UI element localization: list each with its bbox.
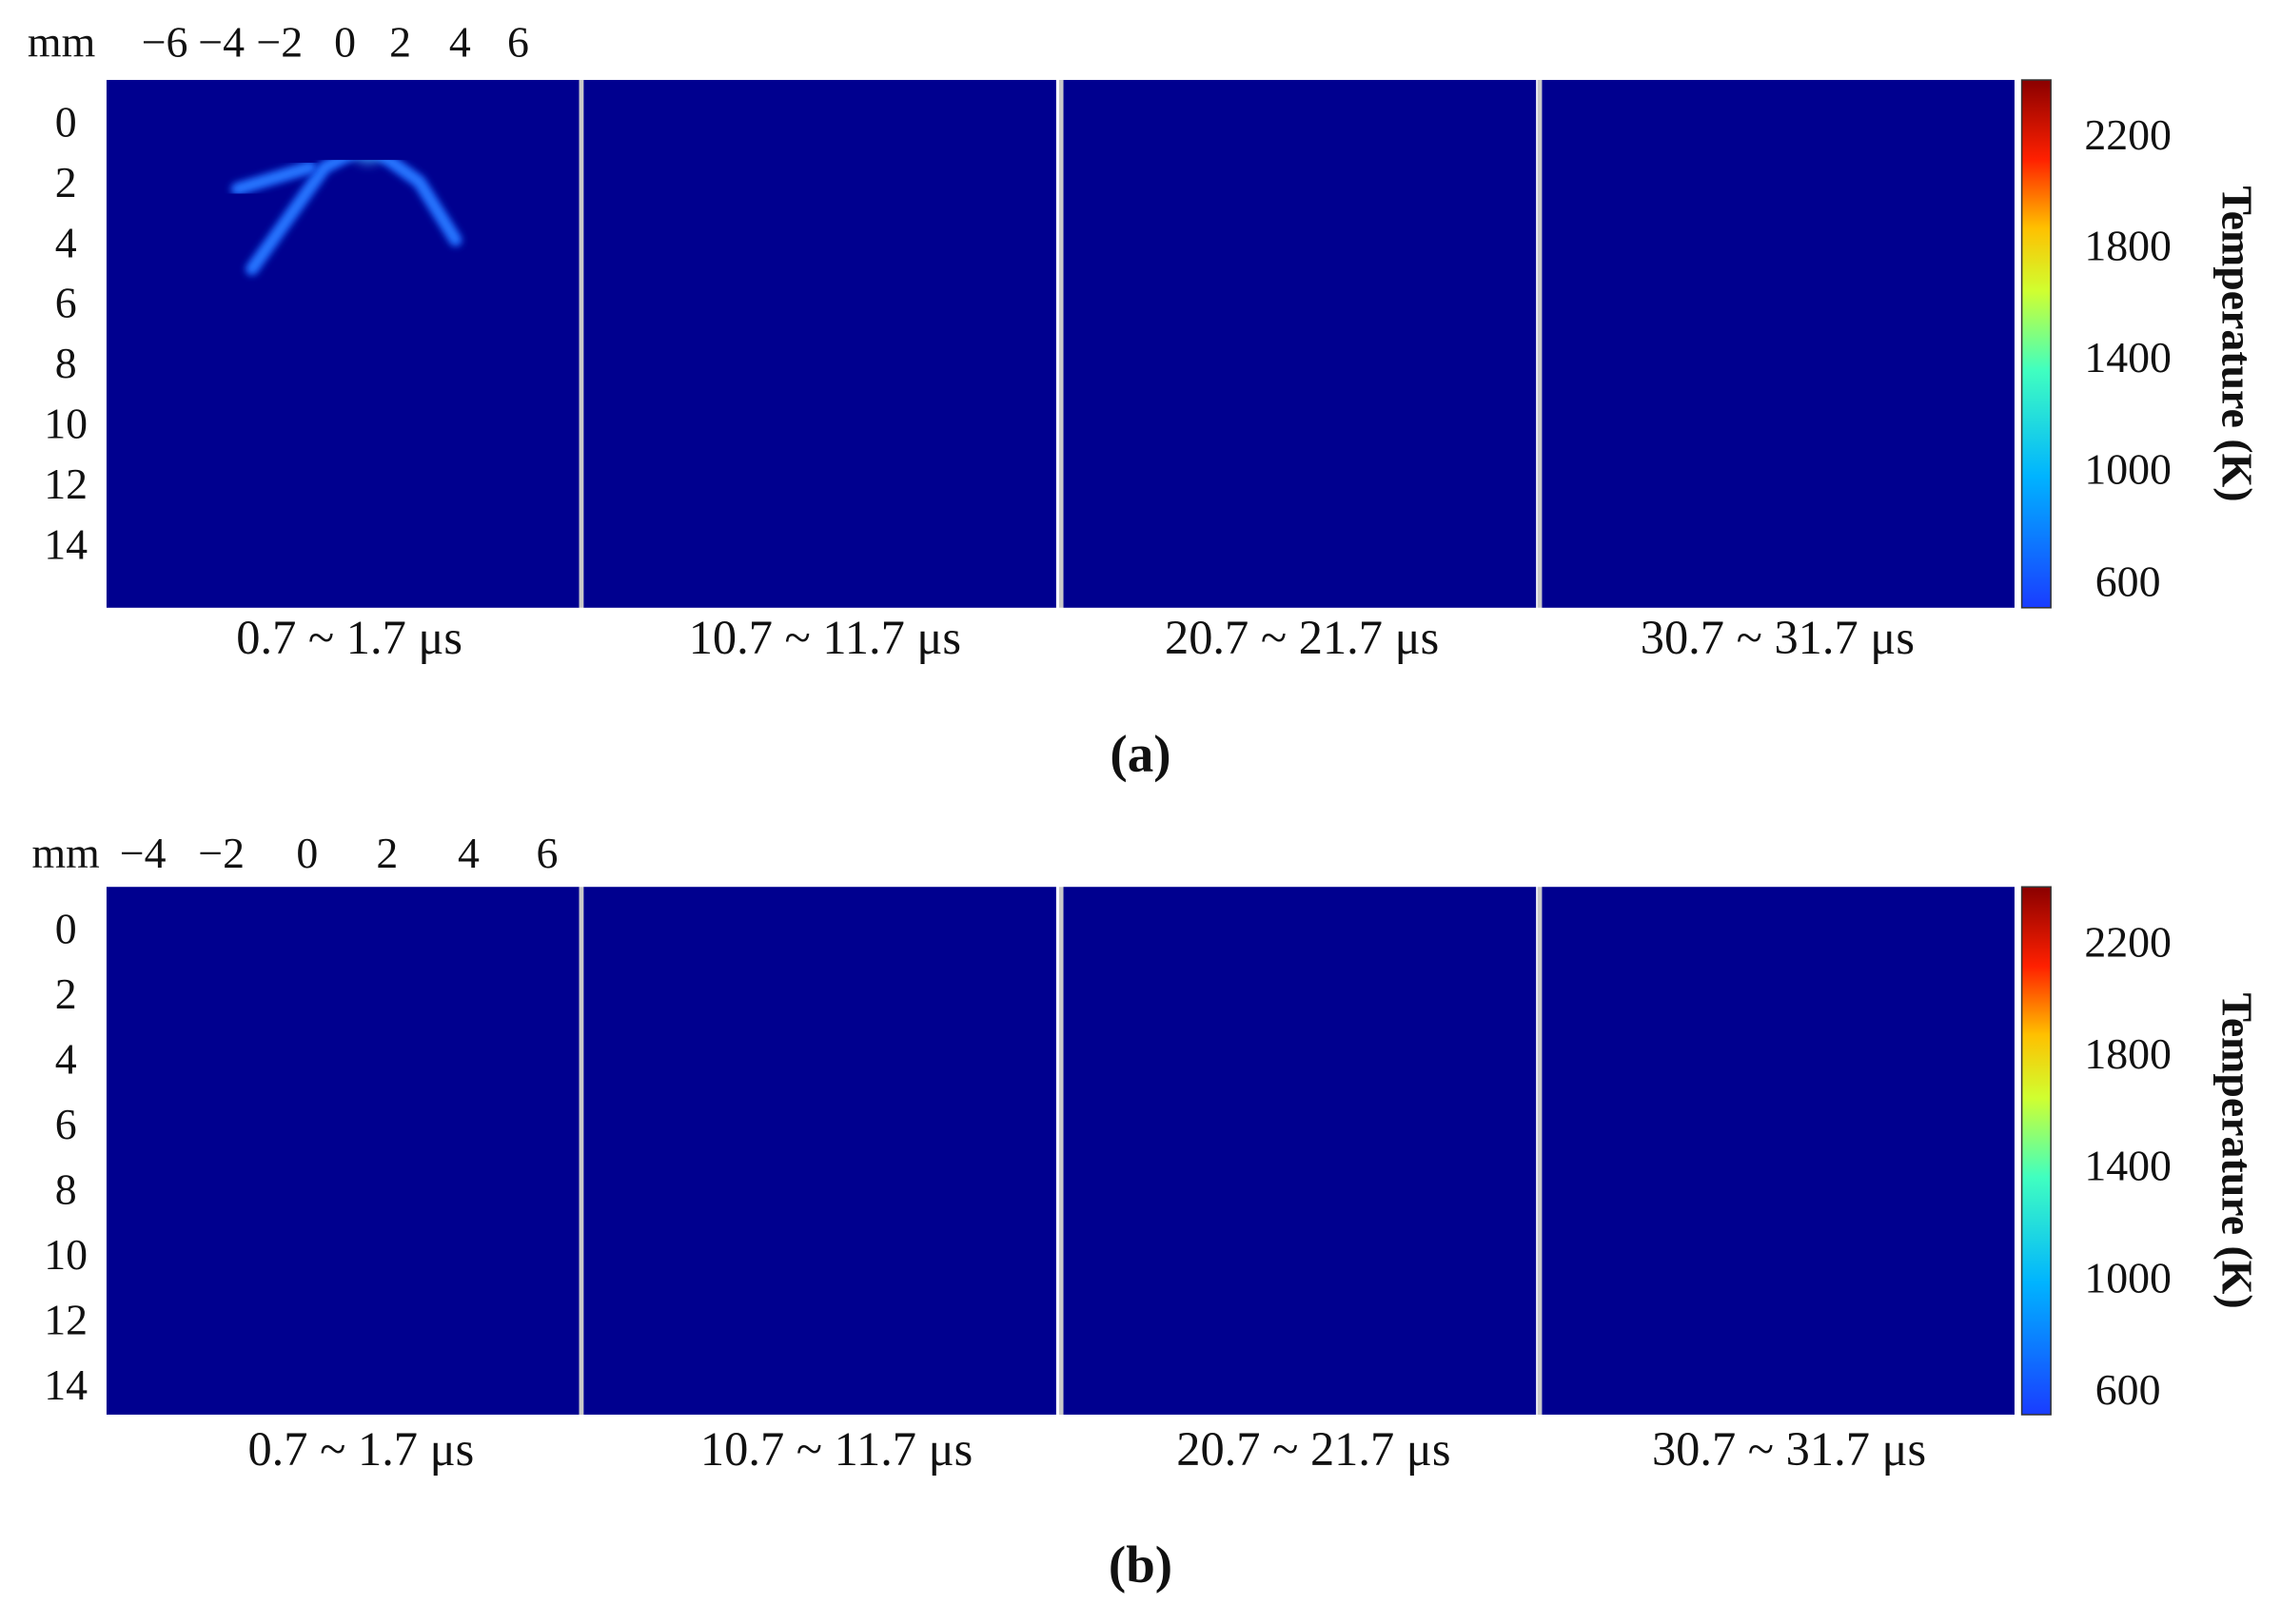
x-tick-label: −2 <box>198 829 245 877</box>
y-tick-label: 14 <box>44 519 88 568</box>
colorbar-tick-label: 600 <box>2095 1365 2161 1414</box>
x-tick-label: 4 <box>449 17 471 66</box>
panel-caption: (a) <box>1110 724 1170 782</box>
map-background <box>1063 887 1537 1415</box>
y-tick-label: 8 <box>55 339 77 387</box>
hot-halo <box>358 160 379 164</box>
map-background <box>1542 887 2015 1415</box>
time-label: 30.7 ~ 31.7 μs <box>1641 611 1915 664</box>
y-tick-label: 2 <box>55 158 77 206</box>
x-tick-label: 6 <box>537 829 559 877</box>
y-tick-label: 14 <box>44 1360 88 1409</box>
y-tick-label: 0 <box>55 905 77 953</box>
time-label: 20.7 ~ 21.7 μs <box>1176 1422 1450 1476</box>
map-background <box>583 80 1056 608</box>
branch-core <box>235 165 313 191</box>
map-background <box>1542 80 2015 608</box>
y-tick-label: 6 <box>55 279 77 327</box>
y-tick-label: 12 <box>44 1295 88 1343</box>
y-tick-label: 4 <box>55 1035 77 1084</box>
branch-core <box>384 160 459 243</box>
discharge <box>230 160 462 276</box>
colorbar-tick-label: 1800 <box>2084 221 2172 269</box>
panel-caption: (b) <box>1109 1536 1172 1594</box>
time-label: 10.7 ~ 11.7 μs <box>700 1422 973 1476</box>
x-tick-label: 4 <box>458 829 480 877</box>
colorbar <box>2020 886 2052 1416</box>
y-tick-label: 12 <box>44 460 88 508</box>
y-tick-label: 2 <box>55 969 77 1018</box>
x-tick-label: 6 <box>507 17 529 66</box>
axis-unit: mm <box>28 17 95 66</box>
colorbar-tick-label: 1400 <box>2084 333 2172 382</box>
time-label: 0.7 ~ 1.7 μs <box>236 611 462 664</box>
x-tick-label: −4 <box>198 17 245 66</box>
y-tick-label: 4 <box>55 218 77 266</box>
colorbar-title: Temperature (K) <box>2213 186 2262 501</box>
axis-unit: mm <box>32 829 100 877</box>
map-background <box>583 887 1056 1415</box>
x-tick-label: −2 <box>256 17 303 66</box>
time-label: 30.7 ~ 31.7 μs <box>1652 1422 1926 1476</box>
y-tick-label: 8 <box>55 1164 77 1213</box>
x-tick-label: 2 <box>376 829 398 877</box>
time-label: 10.7 ~ 11.7 μs <box>689 611 961 664</box>
colorbar-tick-label: 1000 <box>2084 445 2172 494</box>
y-tick-label: 0 <box>55 97 77 146</box>
x-tick-label: 2 <box>389 17 411 66</box>
x-tick-label: 0 <box>296 829 318 877</box>
colorbar-tick-label: 1400 <box>2084 1142 2172 1190</box>
map-background <box>106 887 580 1415</box>
colorbar-tick-label: 600 <box>2095 557 2161 605</box>
time-label: 20.7 ~ 21.7 μs <box>1165 611 1439 664</box>
map-background <box>1063 80 1537 608</box>
x-tick-label: −4 <box>120 829 167 877</box>
colorbar-title: Temperature (K) <box>2213 992 2262 1308</box>
colorbar-tick-label: 1000 <box>2084 1253 2172 1301</box>
y-tick-label: 10 <box>44 1230 88 1279</box>
x-tick-label: 0 <box>334 17 356 66</box>
colorbar-tick-label: 2200 <box>2084 110 2172 159</box>
colorbar <box>2020 79 2052 609</box>
x-tick-label: −6 <box>142 17 188 66</box>
y-tick-label: 10 <box>44 400 88 448</box>
colorbar-tick-label: 2200 <box>2084 917 2172 966</box>
time-label: 0.7 ~ 1.7 μs <box>247 1422 474 1476</box>
map-background <box>106 80 580 608</box>
branch-core <box>249 160 344 272</box>
y-tick-label: 6 <box>55 1100 77 1148</box>
colorbar-tick-label: 1800 <box>2084 1029 2172 1078</box>
